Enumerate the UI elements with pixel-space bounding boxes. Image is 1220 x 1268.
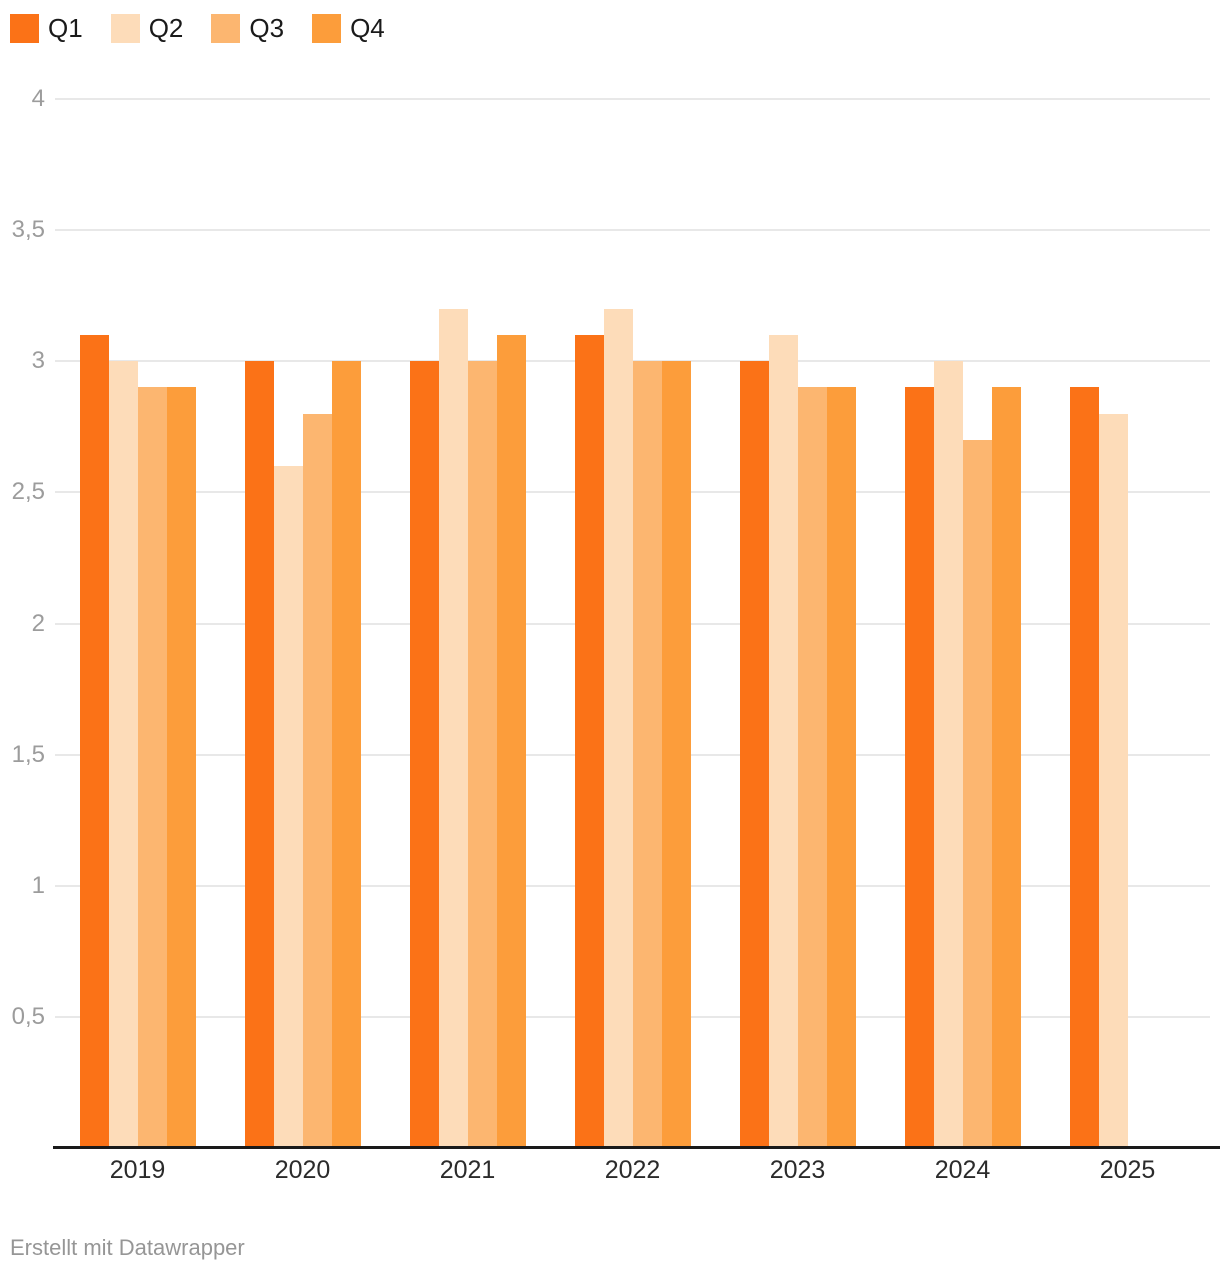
credit-line: Erstellt mit Datawrapper [10, 1235, 245, 1260]
legend-item-q2: Q2 [110, 13, 184, 43]
bar-2023-q1 [739, 361, 769, 1148]
x-tick-label-2021: 2021 [439, 1156, 496, 1184]
legend: Q1 Q2 Q3 Q4 [10, 14, 413, 43]
legend-label: Q2 [148, 13, 184, 43]
bar-2021-q3 [467, 361, 497, 1148]
y-tick-label: 1 [31, 871, 45, 899]
bar-2020-q1 [244, 361, 274, 1148]
y-tick-label: 4 [31, 85, 45, 112]
legend-swatch-q3 [211, 14, 241, 43]
bar-2022-q1 [574, 335, 604, 1148]
legend-item-q3: Q3 [211, 14, 284, 43]
x-tick-label-2019: 2019 [109, 1156, 166, 1184]
y-tick-label: 2,5 [11, 478, 45, 506]
bar-2021-q2 [438, 308, 468, 1148]
bar-2021-q1 [409, 361, 439, 1148]
bar-2019-q1 [79, 335, 109, 1148]
x-tick-label-2024: 2024 [934, 1156, 991, 1184]
bar-2019-q3 [137, 387, 167, 1148]
bar-2023-q2 [768, 335, 798, 1148]
bar-2022-q3 [632, 361, 662, 1148]
gridline [55, 229, 1210, 232]
legend-label: Q1 [48, 13, 83, 43]
bar-2022-q4 [661, 361, 691, 1148]
x-tick-label-2022: 2022 [604, 1156, 661, 1184]
bar-2021-q4 [496, 335, 526, 1148]
y-tick-label: 0,5 [11, 1002, 45, 1030]
bar-2024-q2 [933, 361, 963, 1148]
y-tick-label: 3 [31, 347, 45, 375]
x-tick-label-2025: 2025 [1099, 1156, 1156, 1184]
legend-swatch-q4 [312, 14, 342, 43]
bar-2025-q1 [1069, 387, 1099, 1148]
bar-2020-q3 [302, 413, 332, 1148]
bar-2024-q1 [904, 387, 934, 1148]
bar-2020-q4 [331, 361, 361, 1148]
legend-swatch-q2 [110, 14, 140, 43]
bar-2023-q3 [797, 387, 827, 1148]
x-tick-label-2023: 2023 [769, 1156, 826, 1184]
bar-2022-q2 [603, 308, 633, 1148]
bar-2023-q4 [826, 387, 856, 1148]
bar-2019-q2 [108, 361, 138, 1148]
legend-label: Q3 [249, 13, 285, 43]
legend-item-q1: Q1 [10, 14, 83, 43]
bar-2019-q4 [166, 387, 196, 1148]
bar-2025-q2 [1098, 413, 1128, 1148]
legend-swatch-q1 [10, 14, 39, 43]
x-tick-label-2020: 2020 [274, 1156, 331, 1184]
legend-label: Q4 [350, 13, 385, 43]
bar-2024-q4 [991, 387, 1021, 1148]
y-tick-label: 3,5 [11, 216, 45, 244]
legend-item-q4: Q4 [312, 14, 385, 43]
bar-2024-q3 [962, 439, 992, 1148]
bar-2020-q2 [273, 466, 303, 1148]
gridline [55, 98, 1210, 100]
x-axis-line [53, 1146, 1220, 1149]
y-tick-label: 2 [31, 609, 45, 637]
y-tick-label: 1,5 [11, 740, 45, 768]
